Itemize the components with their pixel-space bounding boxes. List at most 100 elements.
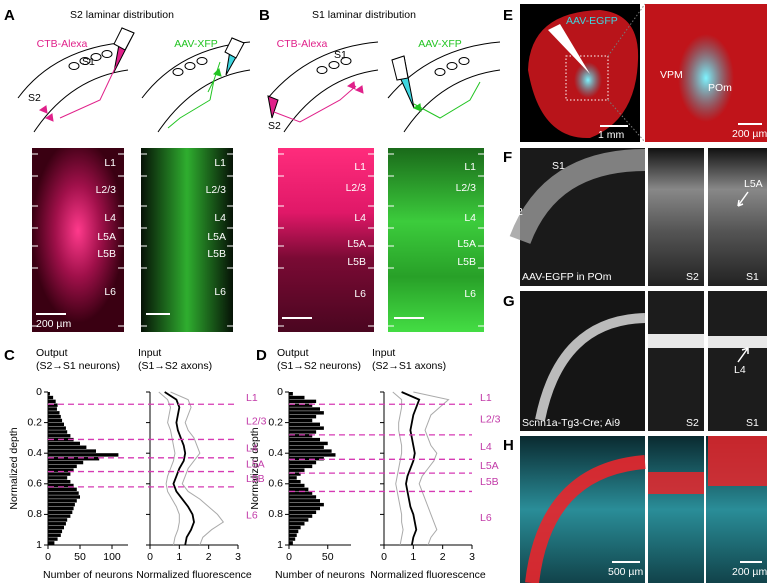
bar (289, 487, 309, 492)
layer-label: L5B (246, 473, 265, 485)
y-tick-label: 1 (277, 539, 283, 551)
chart-title: Input (138, 347, 161, 359)
layer-label: L4 (354, 212, 366, 224)
x-axis-label: Normalized fluorescence (370, 569, 486, 581)
x-tick-label: 0 (381, 551, 387, 563)
scale-label: 200 µm (732, 128, 767, 140)
layer-band (708, 336, 767, 348)
layer-label: L4 (214, 212, 226, 224)
profile-line (392, 391, 404, 546)
tracer-label: CTB-Alexa (277, 38, 328, 50)
bar (289, 472, 301, 476)
bar (48, 449, 96, 453)
x-tick-label: 2 (440, 551, 446, 563)
bar (289, 525, 301, 530)
bar (48, 537, 58, 541)
y-tick-label: 1 (36, 539, 42, 551)
bar (48, 457, 100, 461)
bar (289, 414, 317, 419)
tracer-label: AAV-XFP (418, 38, 462, 50)
bar (48, 426, 66, 430)
x-tick-label: 0 (286, 551, 292, 563)
layer-label: L5B (457, 256, 476, 268)
bar (289, 502, 324, 507)
bar (48, 522, 66, 526)
layer-label: L2/3 (246, 416, 267, 428)
layer-label: L4 (104, 212, 116, 224)
layer-label: L2/3 (96, 184, 117, 196)
area-label: S2 (510, 206, 523, 218)
bar (289, 533, 297, 537)
virus-label: AAV-EGFP (566, 15, 618, 27)
bar (289, 457, 324, 461)
injection (574, 62, 602, 98)
y-tick-label: 0.8 (27, 508, 42, 520)
panel-letter: C (4, 347, 15, 364)
y-tick-label: 0.2 (268, 416, 283, 428)
layer-label: L1 (214, 157, 226, 169)
bar (289, 537, 296, 541)
zoom-line (607, 3, 646, 57)
bar (289, 449, 332, 453)
layer-label: L2/3 (480, 413, 501, 425)
pipette (548, 24, 590, 74)
layer-label: L2/3 (346, 182, 367, 194)
layer-label: L5A (246, 458, 265, 470)
diagram (267, 41, 501, 133)
x-axis-label: Number of neurons (275, 569, 365, 581)
area-label: S2 (686, 271, 699, 283)
bar (48, 491, 79, 495)
bar (48, 518, 68, 522)
layer-label: L4 (246, 442, 258, 454)
bar (48, 403, 58, 407)
profile-line (158, 391, 180, 546)
bar (48, 434, 71, 438)
bar (48, 476, 68, 480)
scale-label: 1 mm (598, 129, 625, 141)
bar (289, 403, 313, 407)
y-tick-label: 0 (36, 386, 42, 398)
bar (48, 422, 64, 427)
bar (48, 453, 119, 457)
x-tick-label: 50 (322, 551, 334, 563)
y-axis-label: Normalized depth (8, 427, 20, 509)
panel-title: S2 laminar distribution (70, 9, 174, 21)
bar (48, 506, 74, 511)
panel-letter: B (259, 7, 270, 24)
bar (289, 430, 317, 434)
panel-letter: G (503, 293, 515, 310)
bar (48, 533, 61, 537)
area-label: S2 (686, 417, 699, 429)
chart-title: Output (36, 347, 68, 359)
panel-title: S1 laminar distribution (312, 9, 416, 21)
bar (289, 510, 317, 514)
layer-label: L6 (354, 288, 366, 300)
bar (48, 499, 77, 503)
bar (289, 529, 299, 534)
micrograph (708, 148, 767, 286)
y-tick-label: 0.4 (268, 447, 283, 459)
region-label: POm (708, 82, 732, 94)
layer-label: L6 (464, 288, 476, 300)
layer-label: L5A (97, 231, 116, 243)
profile-line (401, 391, 421, 546)
x-tick-label: 0 (45, 551, 51, 563)
bar (289, 426, 324, 430)
x-tick-label: 1 (176, 551, 182, 563)
caption: Scnn1a-Tg3-Cre; Ai9 (522, 417, 620, 429)
region-label: VPM (660, 69, 683, 81)
bar (48, 479, 71, 484)
bar (289, 434, 313, 438)
bar (289, 399, 317, 404)
bar (289, 491, 313, 495)
micrograph (141, 148, 233, 332)
micrograph (648, 148, 705, 286)
panel-letter: A (4, 7, 15, 24)
micrograph (32, 148, 124, 332)
layer-label: L1 (104, 157, 116, 169)
zoom-line (607, 99, 646, 143)
area-label: S2 (268, 120, 281, 132)
caption: AAV-EGFP in POm (522, 271, 612, 283)
layer-label: L6 (480, 512, 492, 524)
